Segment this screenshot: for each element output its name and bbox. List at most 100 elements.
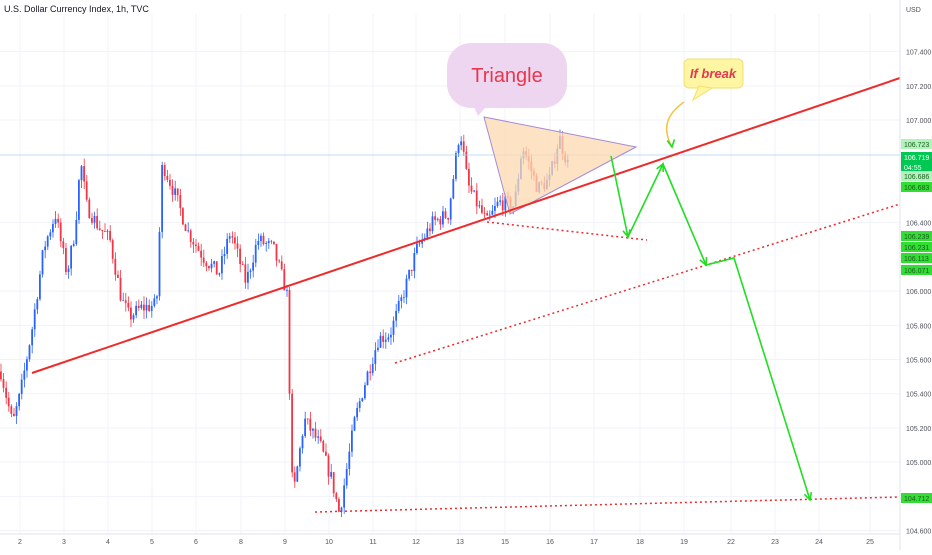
candle-body — [353, 417, 356, 431]
candle-body — [504, 196, 507, 211]
projection-arrowhead — [622, 229, 631, 239]
candle-body — [431, 216, 434, 232]
candle-body — [306, 418, 309, 420]
candle-body — [397, 300, 400, 311]
candle-body — [226, 238, 228, 254]
candle-body — [379, 335, 382, 348]
x-tick-label: 18 — [636, 539, 644, 546]
candle-body — [52, 223, 54, 233]
candle-body — [275, 244, 278, 261]
price-tag-time: 04:55 — [904, 165, 922, 172]
candle-body — [111, 240, 114, 259]
candle-body — [218, 273, 221, 275]
candle-body — [140, 304, 143, 308]
candle-body — [283, 269, 286, 291]
projection-arrowhead — [803, 491, 813, 502]
candle-body — [358, 401, 361, 408]
y-tick-label: 105.000 — [906, 460, 931, 467]
candle-body — [88, 199, 91, 219]
candle-body — [319, 436, 322, 442]
candle-body — [436, 218, 439, 220]
candle-body — [340, 507, 343, 512]
x-tick-label: 10 — [325, 539, 333, 546]
candle-body — [252, 262, 254, 271]
candle-body — [444, 211, 447, 219]
candle-body — [156, 296, 158, 299]
candle-body — [166, 176, 169, 180]
price-tag — [901, 139, 932, 149]
candle-body — [483, 212, 486, 214]
x-tick-label: 12 — [412, 539, 420, 546]
candle-body — [377, 347, 379, 351]
candle-body — [491, 210, 494, 215]
candle-body — [33, 309, 36, 330]
candle-body — [338, 499, 340, 512]
candle-body — [80, 166, 83, 181]
candle-body — [158, 231, 161, 297]
candle-body — [215, 261, 218, 275]
candle-body — [405, 278, 408, 298]
candle-body — [366, 371, 369, 386]
candle-body — [273, 241, 275, 245]
candle-body — [332, 472, 335, 494]
candle-body — [28, 345, 31, 360]
candle-body — [26, 359, 28, 371]
candle-body — [104, 231, 106, 232]
x-tick-label: 23 — [771, 539, 779, 546]
symbol-title: U.S. Dollar Currency Index, 1h, TVC — [4, 4, 149, 14]
candle-body — [15, 406, 18, 417]
candle-body — [143, 304, 145, 311]
candle-body — [192, 241, 195, 245]
price-tag — [901, 231, 932, 241]
candle-body — [208, 266, 210, 269]
candle-body — [301, 435, 304, 449]
candle-body — [49, 232, 52, 237]
drawings-layer: Triangle If break — [0, 43, 901, 513]
candle-body — [153, 298, 156, 306]
candle-body — [85, 181, 88, 200]
price-tag — [901, 493, 932, 503]
candle-body — [390, 334, 392, 338]
candle-body — [410, 269, 413, 272]
candle-body — [197, 246, 200, 251]
x-tick-label: 3 — [62, 539, 66, 546]
candle-body — [351, 430, 353, 452]
candle-body — [293, 472, 296, 482]
candle-body — [189, 230, 192, 242]
candle-body — [78, 180, 80, 220]
candle-body — [356, 407, 358, 418]
y-tick-label: 107.000 — [906, 118, 931, 125]
candle-body — [260, 235, 262, 242]
projection-arrowhead — [656, 162, 664, 173]
candle-body — [213, 261, 215, 264]
price-tag-value: 106.071 — [904, 268, 929, 275]
candle-body — [280, 261, 283, 270]
x-tick-label: 15 — [501, 539, 509, 546]
candle-body — [382, 335, 384, 342]
x-tick-label: 22 — [727, 539, 735, 546]
candle-body — [325, 451, 327, 456]
x-tick-label: 5 — [150, 539, 154, 546]
candle-body — [223, 253, 226, 256]
candle-body — [65, 248, 67, 272]
candle-body — [234, 237, 236, 244]
x-tick-label: 11 — [369, 539, 376, 546]
candle-body — [369, 371, 371, 374]
candle-body — [364, 385, 366, 399]
triangle-label-text: Triangle — [471, 65, 543, 87]
projection-arrowhead — [699, 256, 708, 267]
price-tag-value: 104.712 — [904, 496, 929, 503]
candle-body — [46, 236, 49, 247]
candle-body — [241, 264, 244, 265]
candle-body — [127, 302, 130, 308]
candle-body — [439, 218, 442, 225]
if-break-callout — [683, 58, 744, 89]
candle-body — [182, 208, 184, 225]
candle-body — [124, 300, 127, 303]
x-tick-label: 13 — [456, 539, 464, 546]
x-tick-label: 24 — [815, 539, 823, 546]
candle-body — [481, 205, 483, 213]
candle-body — [247, 271, 249, 283]
